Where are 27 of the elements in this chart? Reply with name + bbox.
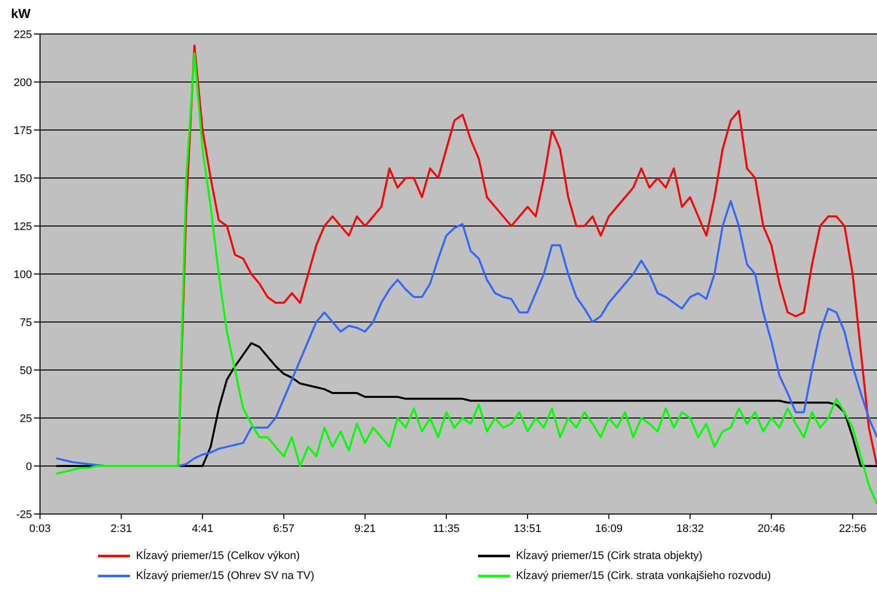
y-axis-title: kW — [11, 6, 30, 21]
x-tick-label: 16:09 — [595, 523, 623, 535]
y-tick-label: 100 — [14, 268, 32, 281]
x-tick-label: 13:51 — [514, 523, 542, 535]
x-tick-label: 0:03 — [29, 523, 51, 535]
legend-label: Kĺzavý priemer/15 (Cirk. strata vonkajšieho rozvodu) — [516, 570, 771, 582]
x-tick-label: 4:41 — [192, 523, 214, 535]
y-tick-label: 175 — [14, 124, 32, 137]
y-tick-label: 50 — [20, 364, 32, 377]
x-tick-label: 18:32 — [676, 523, 704, 535]
x-tick-label: 9:21 — [354, 523, 376, 535]
y-tick-label: 225 — [14, 28, 32, 41]
x-tick-label: 11:35 — [432, 523, 460, 535]
y-tick-label: 150 — [14, 172, 32, 185]
y-tick-label: 125 — [14, 220, 32, 233]
y-tick-label: 75 — [20, 316, 32, 329]
y-tick-label: -25 — [16, 508, 32, 521]
x-tick-label: 2:31 — [110, 523, 132, 535]
x-tick-label: 6:57 — [273, 523, 294, 535]
x-tick-label: 22:56 — [838, 523, 866, 535]
legend-label: Kĺzavý priemer/15 (Cirk strata objekty) — [516, 550, 702, 562]
y-tick-label: 0 — [26, 460, 32, 473]
y-tick-label: 25 — [20, 412, 32, 425]
legend-label: Kĺzavý priemer/15 (Celkov výkon) — [136, 550, 300, 562]
x-tick-label: 20:46 — [758, 523, 786, 535]
y-tick-label: 200 — [14, 76, 32, 89]
legend-label: Kĺzavý priemer/15 (Ohrev SV na TV) — [136, 570, 314, 582]
